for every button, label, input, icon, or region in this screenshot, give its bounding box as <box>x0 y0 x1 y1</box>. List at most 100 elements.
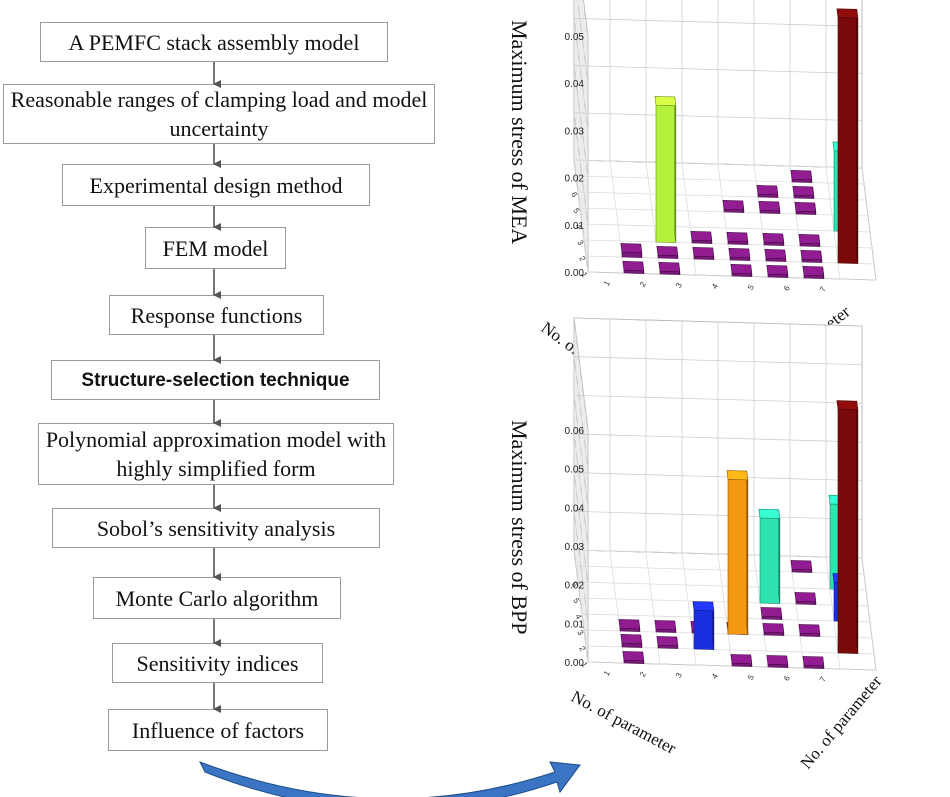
bar-top <box>764 249 787 260</box>
data-bar <box>726 470 749 635</box>
z-tick-label: 0.01 <box>565 619 585 630</box>
data-bar <box>836 8 859 264</box>
bar-top <box>794 592 817 603</box>
grid-line <box>717 163 733 277</box>
step-clamping-ranges: Reasonable ranges of clamping load and m… <box>3 84 435 144</box>
floor-bar <box>654 620 677 633</box>
grid-line <box>825 556 841 670</box>
z-tick-label: 0.05 <box>565 32 585 43</box>
floor-bar <box>798 624 821 637</box>
x-tick-label: 2 <box>577 645 587 654</box>
floor-bar <box>794 592 817 605</box>
z-tick-label: 0.02 <box>565 581 585 592</box>
x-tick-label: 5 <box>571 207 581 216</box>
y-tick-label: 3 <box>674 281 684 290</box>
grid-line <box>861 557 877 671</box>
floor-bar <box>726 232 749 245</box>
bar-side <box>746 471 749 635</box>
x-tick-label: 5 <box>571 597 581 606</box>
z-tick-label: 0.00 <box>565 268 585 279</box>
bar-top <box>692 247 715 258</box>
grid-line <box>825 166 841 280</box>
z-tick-label: 0.01 <box>565 221 585 232</box>
step-fem-model: FEM model <box>145 227 286 269</box>
z-tick-label: 0.03 <box>565 542 585 553</box>
x-axis-label: No. of parameter <box>568 687 679 758</box>
z-axis-label: Maximum stress of MEA <box>507 20 532 244</box>
bar-top <box>798 624 821 635</box>
grid-line <box>681 552 697 666</box>
z-axis-label: Maximum stress of BPP <box>507 420 532 635</box>
x-tick-label: 4 <box>573 223 583 232</box>
bar-top <box>836 8 859 19</box>
y-tick-label: 7 <box>818 675 828 684</box>
floor-bar <box>656 246 679 259</box>
step-monte-carlo: Monte Carlo algorithm <box>93 577 341 619</box>
bar-top <box>758 508 781 519</box>
curved-arrow <box>198 761 581 797</box>
step-label: Polynomial approximation model with high… <box>45 427 387 481</box>
bar-top <box>620 243 643 254</box>
x-tick-label: 1 <box>579 661 589 670</box>
bar-top <box>758 201 781 212</box>
bar-top <box>790 170 813 181</box>
floor-bar <box>622 651 645 664</box>
step-label: FEM model <box>162 235 269 261</box>
floor-bar <box>800 250 823 263</box>
step-label: Monte Carlo algorithm <box>115 585 319 611</box>
grid-line <box>681 162 697 276</box>
y-tick-label: 3 <box>674 671 684 680</box>
floor-bar <box>802 266 825 279</box>
bar-top <box>794 202 817 213</box>
y-tick-label: 5 <box>746 673 756 682</box>
floor-bar <box>730 654 753 667</box>
step-response-functions: Response functions <box>109 295 324 335</box>
grid-line <box>645 551 661 665</box>
data-bar <box>758 508 781 604</box>
bar-top <box>756 185 779 196</box>
bar-top <box>766 655 789 666</box>
y-tick-label: 7 <box>818 285 828 294</box>
floor-bar <box>762 233 785 246</box>
bar-top <box>658 262 681 273</box>
bar-face <box>621 251 643 258</box>
grid-line <box>789 555 805 669</box>
z-tick-label: 0.04 <box>565 79 585 90</box>
floor-bar <box>692 247 715 260</box>
bar-top <box>798 234 821 245</box>
z-tick-label: 0.03 <box>565 126 585 137</box>
floor-bar <box>766 265 789 278</box>
bar-top <box>730 264 753 275</box>
bar-top <box>622 261 645 272</box>
bar-face <box>655 104 677 243</box>
y-tick-label: 4 <box>710 672 720 681</box>
bar-side <box>856 401 859 654</box>
floor-bar <box>764 249 787 262</box>
bar-top <box>792 186 815 197</box>
floor-bar <box>760 607 783 620</box>
x-tick-label: 3 <box>575 629 585 638</box>
bar-face <box>837 409 859 654</box>
data-bar <box>620 634 643 648</box>
floor-bar <box>756 185 779 198</box>
bar-top <box>726 232 749 243</box>
bar-top <box>656 246 679 257</box>
y-tick-label: 4 <box>710 282 720 291</box>
grid-line <box>861 167 877 281</box>
bar-top <box>726 470 749 481</box>
step-sobol-analysis: Sobol’s sensitivity analysis <box>52 508 380 548</box>
step-structure-selection: Structure-selection technique <box>51 360 380 400</box>
floor-bar <box>802 656 825 669</box>
step-label: Reasonable ranges of clamping load and m… <box>10 87 428 141</box>
y-axis-label: No. of parameter <box>797 672 886 773</box>
floor-bar <box>728 248 751 261</box>
bar-top <box>800 250 823 261</box>
floor-bar <box>618 619 641 632</box>
bar-top <box>618 619 641 630</box>
y-tick-label: 1 <box>602 279 612 288</box>
bar-top <box>836 400 859 411</box>
bar-top <box>656 636 679 647</box>
floor-bar <box>790 170 813 183</box>
grid-line <box>609 160 625 274</box>
step-label: A PEMFC stack assembly model <box>68 29 360 55</box>
